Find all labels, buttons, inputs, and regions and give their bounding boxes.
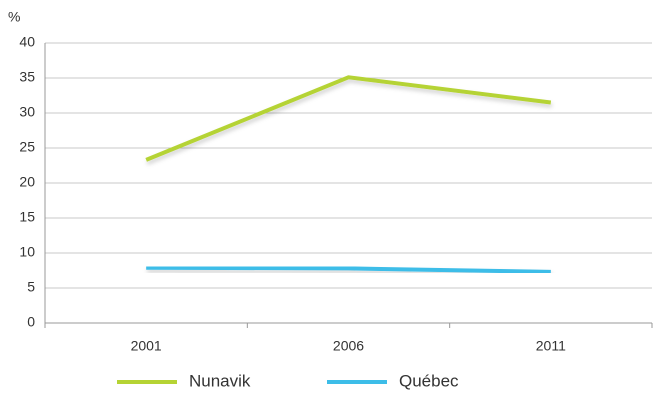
series-line — [146, 265, 551, 274]
y-tick-label: 15 — [19, 209, 35, 225]
y-tick-label: 25 — [19, 139, 35, 155]
y-tick-label: 30 — [19, 104, 35, 120]
legend-label: Nunavik — [189, 371, 251, 390]
y-tick-label: 35 — [19, 69, 35, 85]
y-tick-label: 10 — [19, 244, 35, 260]
y-tick-label: 40 — [19, 34, 35, 50]
y-tick-label: 0 — [27, 314, 35, 330]
legend-label: Québec — [399, 371, 459, 390]
y-tick-label: 5 — [27, 279, 35, 295]
y-tick-label: 20 — [19, 174, 35, 190]
x-tick-label: 2001 — [131, 338, 162, 354]
x-tick-label: 2006 — [333, 338, 364, 354]
y-axis-unit: % — [8, 9, 20, 25]
x-tick-label: 2011 — [536, 338, 566, 354]
series-line — [145, 75, 552, 162]
